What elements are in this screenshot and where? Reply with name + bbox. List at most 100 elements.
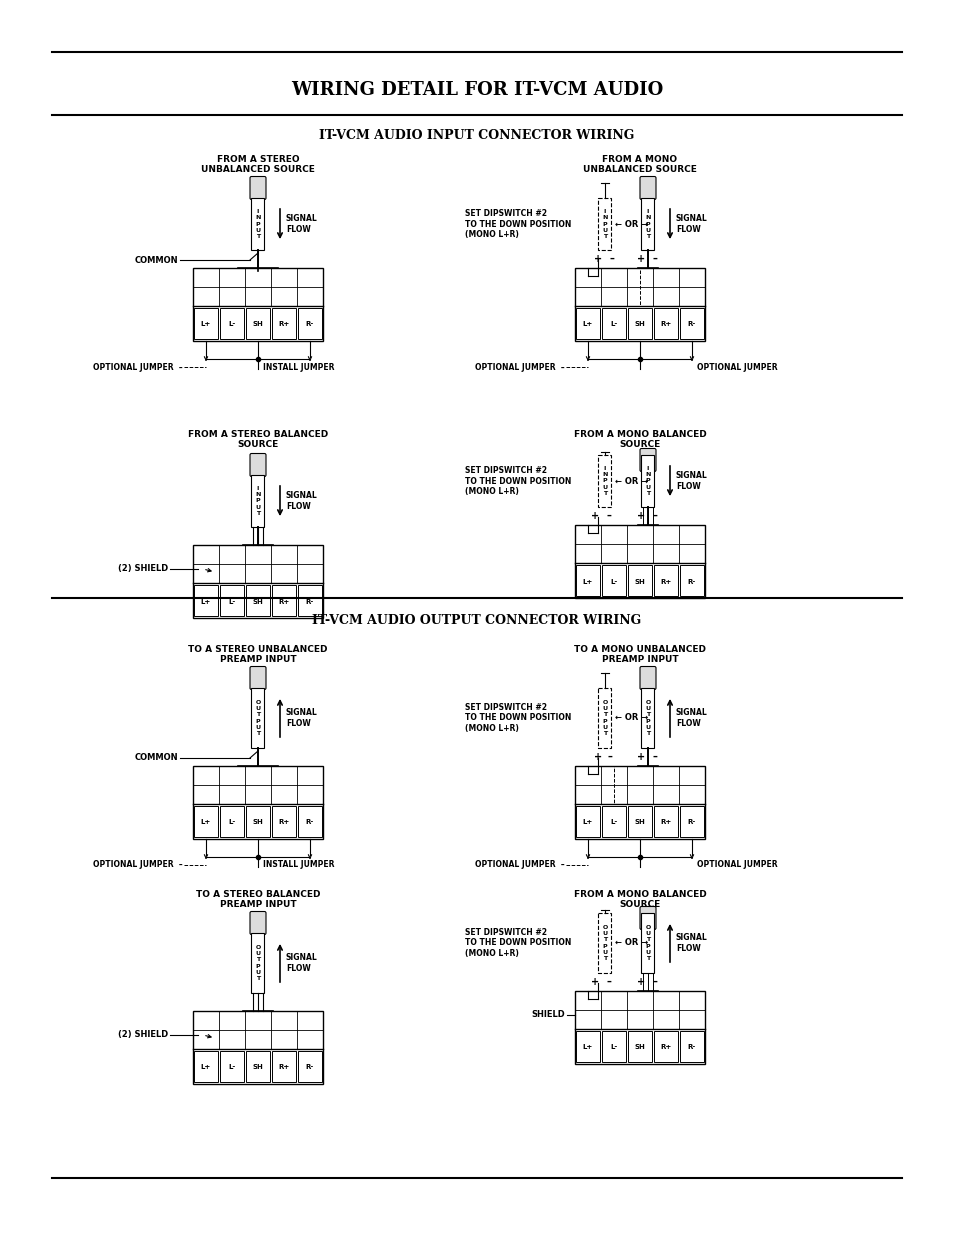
Text: INSTALL JUMPER: INSTALL JUMPER — [263, 363, 335, 372]
Text: +: + — [590, 977, 598, 987]
Text: +: + — [594, 254, 601, 264]
Bar — [193, 308, 218, 338]
FancyBboxPatch shape — [639, 448, 656, 472]
Bar — [252, 475, 264, 527]
Bar — [193, 585, 218, 616]
Text: R+: R+ — [659, 321, 671, 327]
Text: L+: L+ — [582, 578, 593, 584]
FancyBboxPatch shape — [639, 906, 656, 930]
Bar — [193, 806, 218, 837]
Text: SET DIPSWITCH #2
TO THE DOWN POSITION
(MONO L+R): SET DIPSWITCH #2 TO THE DOWN POSITION (M… — [464, 703, 571, 732]
Text: SH: SH — [253, 1065, 263, 1071]
FancyBboxPatch shape — [250, 177, 266, 200]
Bar — [627, 564, 651, 597]
Bar — [601, 1031, 625, 1062]
Text: +: + — [637, 254, 644, 264]
Text: –: – — [652, 511, 657, 521]
Bar — [575, 525, 704, 598]
Bar — [575, 268, 639, 306]
Text: SIGNAL
FLOW: SIGNAL FLOW — [676, 472, 707, 490]
Bar — [193, 1011, 323, 1084]
Bar — [272, 308, 295, 338]
Text: SIGNAL
FLOW: SIGNAL FLOW — [286, 953, 317, 973]
Text: O
U
T
P
U
T: O U T P U T — [601, 925, 607, 961]
Bar — [220, 585, 244, 616]
Text: OPTIONAL JUMPER: OPTIONAL JUMPER — [697, 363, 777, 372]
Text: OPTIONAL JUMPER  –: OPTIONAL JUMPER – — [93, 363, 183, 372]
Bar — [640, 198, 654, 249]
Text: L+: L+ — [582, 1045, 593, 1051]
Text: –: – — [607, 752, 612, 762]
Text: SIGNAL
FLOW: SIGNAL FLOW — [676, 934, 707, 952]
Bar — [220, 308, 244, 338]
Bar — [576, 564, 599, 597]
Text: (2) SHIELD: (2) SHIELD — [117, 1030, 168, 1040]
Text: –: – — [652, 977, 657, 987]
Text: O
U
T
P
U
T: O U T P U T — [644, 700, 650, 736]
Text: +: + — [637, 977, 644, 987]
Text: OPTIONAL JUMPER  –: OPTIONAL JUMPER – — [475, 363, 564, 372]
Text: ← OR →: ← OR → — [615, 477, 648, 485]
Bar — [193, 268, 323, 341]
Text: R-: R- — [306, 321, 314, 327]
Text: ← OR →: ← OR → — [615, 220, 648, 228]
Bar — [246, 806, 270, 837]
Bar — [654, 806, 678, 837]
Text: COMMON: COMMON — [134, 753, 178, 762]
Text: R+: R+ — [659, 578, 671, 584]
Text: SIGNAL
FLOW: SIGNAL FLOW — [676, 709, 707, 727]
Bar — [640, 688, 654, 748]
Text: IT-VCM AUDIO OUTPUT CONNECTOR WIRING: IT-VCM AUDIO OUTPUT CONNECTOR WIRING — [312, 614, 641, 626]
Bar — [576, 308, 599, 338]
Text: O
U
T
P
U
T: O U T P U T — [255, 945, 260, 981]
Text: –: – — [652, 752, 657, 762]
Text: R-: R- — [687, 820, 696, 825]
Text: L-: L- — [610, 578, 617, 584]
Text: L-: L- — [228, 820, 235, 825]
Text: R-: R- — [687, 578, 696, 584]
Text: –: – — [606, 977, 611, 987]
Text: ← OR →: ← OR → — [615, 939, 648, 947]
Bar — [601, 308, 625, 338]
Text: R-: R- — [306, 1065, 314, 1071]
Bar — [679, 1031, 703, 1062]
Bar — [272, 806, 295, 837]
Bar — [654, 564, 678, 597]
Bar — [576, 806, 599, 837]
Bar — [627, 806, 651, 837]
Bar — [679, 806, 703, 837]
Text: L+: L+ — [201, 820, 211, 825]
Bar — [575, 766, 614, 804]
Text: SH: SH — [634, 321, 644, 327]
Text: SET DIPSWITCH #2
TO THE DOWN POSITION
(MONO L+R): SET DIPSWITCH #2 TO THE DOWN POSITION (M… — [464, 209, 571, 238]
Bar — [601, 806, 625, 837]
Bar — [576, 1031, 599, 1062]
Text: R-: R- — [687, 321, 696, 327]
Text: SIGNAL
FLOW: SIGNAL FLOW — [286, 709, 317, 727]
Text: L-: L- — [228, 321, 235, 327]
Bar — [297, 585, 322, 616]
Text: INSTALL JUMPER: INSTALL JUMPER — [263, 861, 335, 869]
Text: OPTIONAL JUMPER  –: OPTIONAL JUMPER – — [93, 861, 183, 869]
Text: –: – — [652, 254, 657, 264]
Bar — [193, 766, 323, 839]
Text: SHIELD: SHIELD — [531, 1010, 564, 1020]
Bar — [272, 1051, 295, 1082]
Bar — [640, 454, 654, 508]
Text: ← OR →: ← OR → — [615, 714, 648, 722]
Text: OPTIONAL JUMPER: OPTIONAL JUMPER — [697, 861, 777, 869]
Text: L-: L- — [610, 1045, 617, 1051]
Text: (2) SHIELD: (2) SHIELD — [117, 564, 168, 573]
Bar — [272, 585, 295, 616]
Bar — [679, 564, 703, 597]
Text: TO A MONO UNBALANCED
PREAMP INPUT: TO A MONO UNBALANCED PREAMP INPUT — [574, 645, 705, 664]
Bar — [252, 198, 264, 249]
Bar — [598, 454, 611, 508]
Text: SIGNAL
FLOW: SIGNAL FLOW — [676, 215, 707, 233]
Bar — [246, 308, 270, 338]
FancyBboxPatch shape — [250, 453, 266, 477]
Text: SH: SH — [634, 1045, 644, 1051]
Bar — [297, 1051, 322, 1082]
Bar — [297, 308, 322, 338]
Text: R+: R+ — [659, 820, 671, 825]
